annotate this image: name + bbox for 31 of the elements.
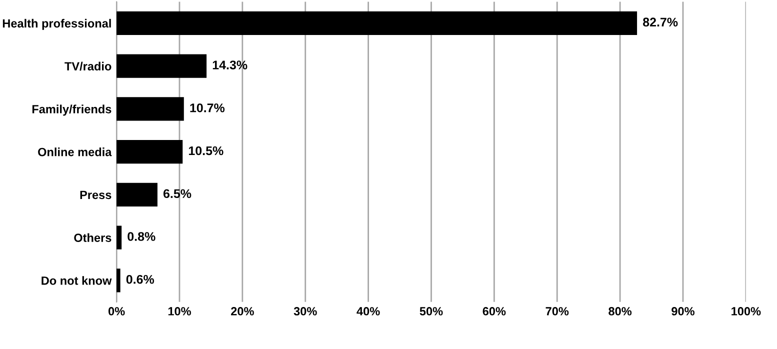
bar (116, 268, 120, 292)
x-tick-label: 30% (294, 307, 317, 316)
bar (116, 11, 638, 35)
y-tick-label: Do not know (42, 276, 112, 285)
y-tick-label: TV/radio (64, 62, 112, 71)
data-label: 6.5% (163, 189, 192, 198)
bar (116, 140, 183, 164)
y-tick-label: Others (74, 233, 112, 242)
x-tick-label: 80% (608, 307, 632, 316)
data-label: 10.5% (188, 146, 224, 156)
x-tick-label: 90% (672, 307, 694, 316)
data-label: 10.7% (190, 103, 225, 112)
data-label: 82.7% (642, 18, 678, 27)
data-label: 14.3% (212, 60, 248, 70)
x-tick-label: 50% (420, 307, 443, 316)
x-tick-label: 20% (231, 307, 254, 316)
x-tick-label: 60% (482, 307, 506, 316)
x-tick-label: 100% (732, 307, 761, 316)
data-label: 0.6% (126, 274, 154, 284)
data-label: 0.8% (128, 232, 156, 241)
x-tick-label: 70% (546, 307, 569, 316)
y-tick-label: Family/friends (32, 104, 112, 116)
bar (116, 54, 207, 78)
x-tick-label: 0% (108, 307, 125, 316)
y-tick-label: Online media (38, 148, 112, 156)
x-tick-label: 40% (356, 307, 380, 316)
y-tick-label: Press (80, 190, 112, 200)
x-tick-label: 10% (168, 307, 191, 316)
y-tick-label: Health professional (2, 18, 111, 30)
bar (116, 182, 158, 206)
bar (116, 97, 184, 121)
